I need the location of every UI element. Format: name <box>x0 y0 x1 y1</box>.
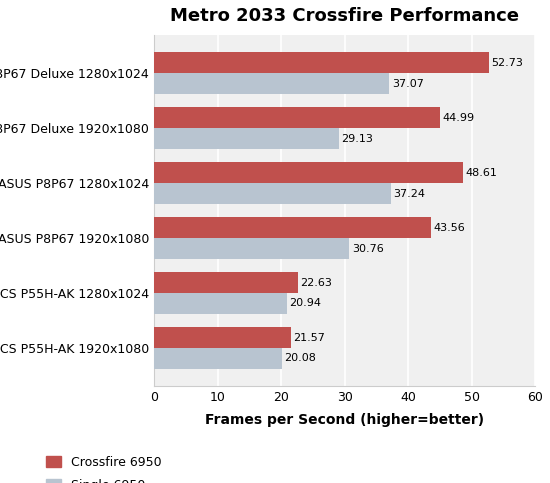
Text: 44.99: 44.99 <box>442 113 475 123</box>
Text: 29.13: 29.13 <box>342 134 373 143</box>
Bar <box>154 162 463 183</box>
Text: 21.57: 21.57 <box>294 332 326 342</box>
Bar <box>154 183 390 204</box>
Text: 22.63: 22.63 <box>300 278 332 287</box>
Bar <box>154 238 349 259</box>
Bar <box>154 53 489 73</box>
Text: 20.08: 20.08 <box>284 354 316 363</box>
Bar <box>154 327 291 348</box>
Bar <box>154 348 282 369</box>
Text: 37.07: 37.07 <box>392 79 424 89</box>
Text: 48.61: 48.61 <box>465 168 497 178</box>
Text: 43.56: 43.56 <box>433 223 465 233</box>
Bar <box>154 272 298 293</box>
Text: 52.73: 52.73 <box>492 58 524 68</box>
Legend: Crossfire 6950, Single 6950: Crossfire 6950, Single 6950 <box>46 456 162 483</box>
Bar <box>154 128 339 149</box>
Text: 20.94: 20.94 <box>289 298 322 309</box>
Title: Metro 2033 Crossfire Performance: Metro 2033 Crossfire Performance <box>170 7 519 25</box>
Bar <box>154 217 431 238</box>
Bar <box>154 73 389 94</box>
X-axis label: Frames per Second (higher=better): Frames per Second (higher=better) <box>205 412 484 426</box>
Bar <box>154 107 440 128</box>
Text: 37.24: 37.24 <box>393 188 425 199</box>
Bar <box>154 293 287 314</box>
Text: 30.76: 30.76 <box>352 243 384 254</box>
